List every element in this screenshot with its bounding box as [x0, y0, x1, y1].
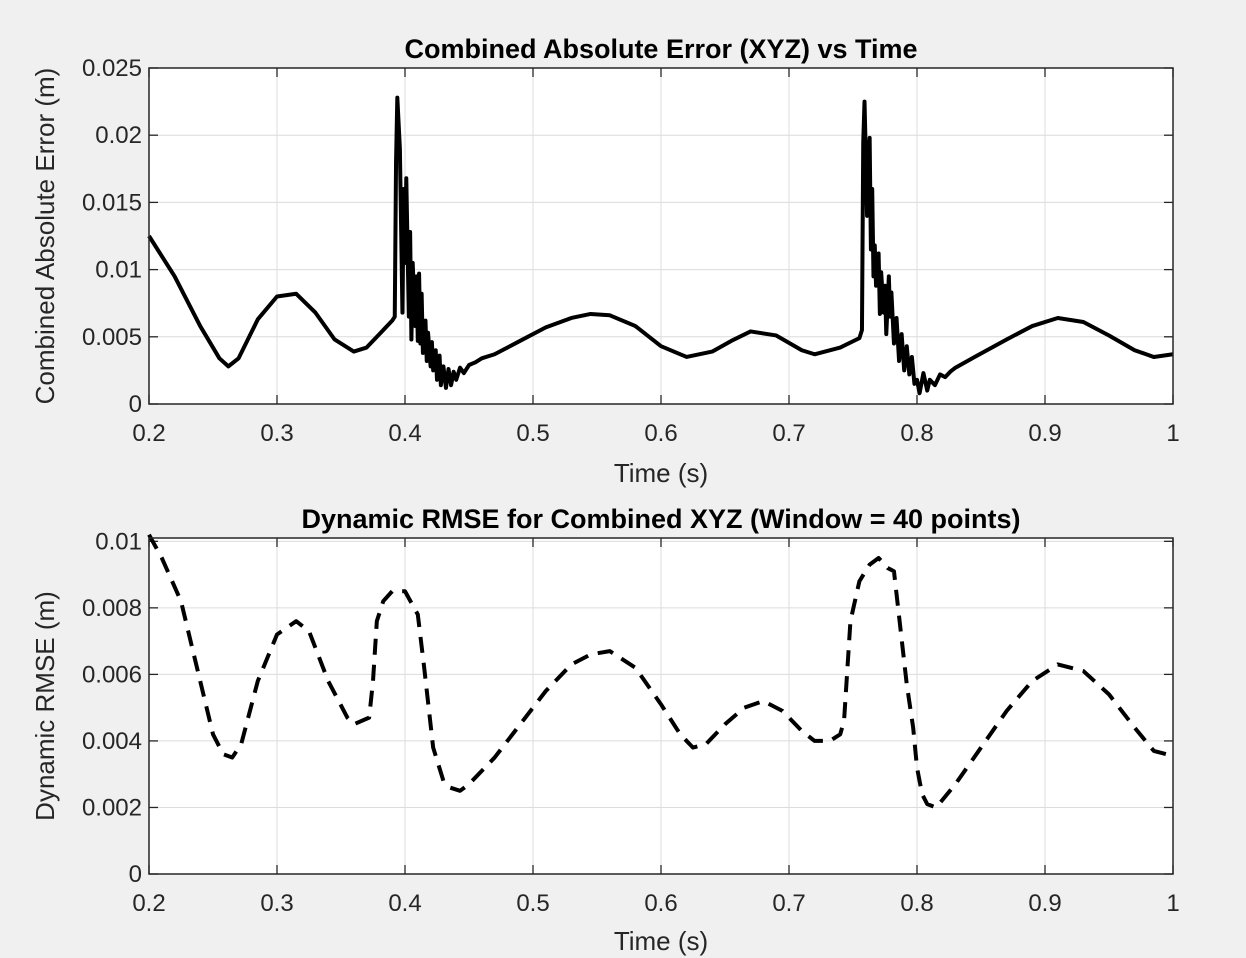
- rmse-x-tick-label: 0.8: [900, 890, 933, 917]
- rmse-y-tick-label: 0.006: [82, 661, 142, 688]
- rmse-plot-lines: [147, 533, 1168, 810]
- rmse-y-tick-label: 0.004: [82, 728, 142, 755]
- error-y-tick-label: 0: [129, 391, 142, 418]
- error-series-line: [147, 95, 1174, 396]
- error-x-tick-label: 0.6: [644, 420, 677, 447]
- error-y-tick-label: 0.005: [82, 324, 142, 351]
- rmse-x-tick-label: 0.2: [132, 890, 165, 917]
- error-plot-title: Combined Absolute Error (XYZ) vs Time: [404, 34, 917, 64]
- rmse-plot: 0.2 0.3 0.4 0.5 0.6 0.7 0.8 0.9 1 0 0.002 0.004 0.0…: [30, 504, 1180, 956]
- rmse-y-tick-label: 0.002: [82, 794, 142, 821]
- rmse-x-tick-label: 0.7: [772, 890, 805, 917]
- rmse-plot-x-tick-labels: 0.2 0.3 0.4 0.5 0.6 0.7 0.8 0.9 1: [132, 890, 1179, 917]
- error-plot: 0.2 0.3 0.4 0.5 0.6 0.7 0.8 0.9 1 0 0.005 0.01 0.01…: [30, 34, 1180, 488]
- error-x-tick-label: 0.8: [900, 420, 933, 447]
- error-y-tick-label: 0.01: [95, 257, 142, 284]
- error-x-tick-label: 0.2: [132, 420, 165, 447]
- rmse-x-tick-label: 1: [1166, 890, 1179, 917]
- error-plot-frame: [148, 67, 1174, 405]
- error-x-tick-label: 0.3: [260, 420, 293, 447]
- error-x-tick-label: 0.7: [772, 420, 805, 447]
- error-y-tick-label: 0.015: [82, 189, 142, 216]
- error-plot-y-axis-label: Combined Absolute Error (m): [30, 68, 60, 405]
- error-x-tick-label: 0.9: [1028, 420, 1061, 447]
- error-plot-lines: [147, 95, 1174, 396]
- error-y-tick-label: 0.025: [82, 55, 142, 82]
- error-x-tick-label: 0.5: [516, 420, 549, 447]
- rmse-plot-y-axis-label: Dynamic RMSE (m): [30, 591, 60, 821]
- error-x-tick-label: 1: [1166, 420, 1179, 447]
- error-plot-y-tick-labels: 0 0.005 0.01 0.015 0.02 0.025: [82, 55, 142, 418]
- error-x-tick-label: 0.4: [388, 420, 421, 447]
- rmse-plot-x-axis-label: Time (s): [614, 926, 708, 956]
- rmse-y-tick-label: 0: [129, 861, 142, 888]
- error-y-tick-label: 0.02: [95, 122, 142, 149]
- rmse-series-line: [147, 533, 1168, 810]
- rmse-plot-frame: [148, 537, 1174, 875]
- error-plot-x-axis-label: Time (s): [614, 458, 708, 488]
- rmse-plot-y-tick-labels: 0 0.002 0.004 0.006 0.008 0.01: [82, 528, 142, 888]
- rmse-y-tick-label: 0.01: [95, 528, 142, 555]
- rmse-x-tick-label: 0.3: [260, 890, 293, 917]
- rmse-x-tick-label: 0.9: [1028, 890, 1061, 917]
- error-plot-x-tick-labels: 0.2 0.3 0.4 0.5 0.6 0.7 0.8 0.9 1: [132, 420, 1179, 447]
- rmse-x-tick-label: 0.5: [516, 890, 549, 917]
- rmse-plot-title: Dynamic RMSE for Combined XYZ (Window = …: [301, 504, 1020, 534]
- rmse-x-tick-label: 0.6: [644, 890, 677, 917]
- rmse-x-tick-label: 0.4: [388, 890, 421, 917]
- rmse-y-tick-label: 0.008: [82, 595, 142, 622]
